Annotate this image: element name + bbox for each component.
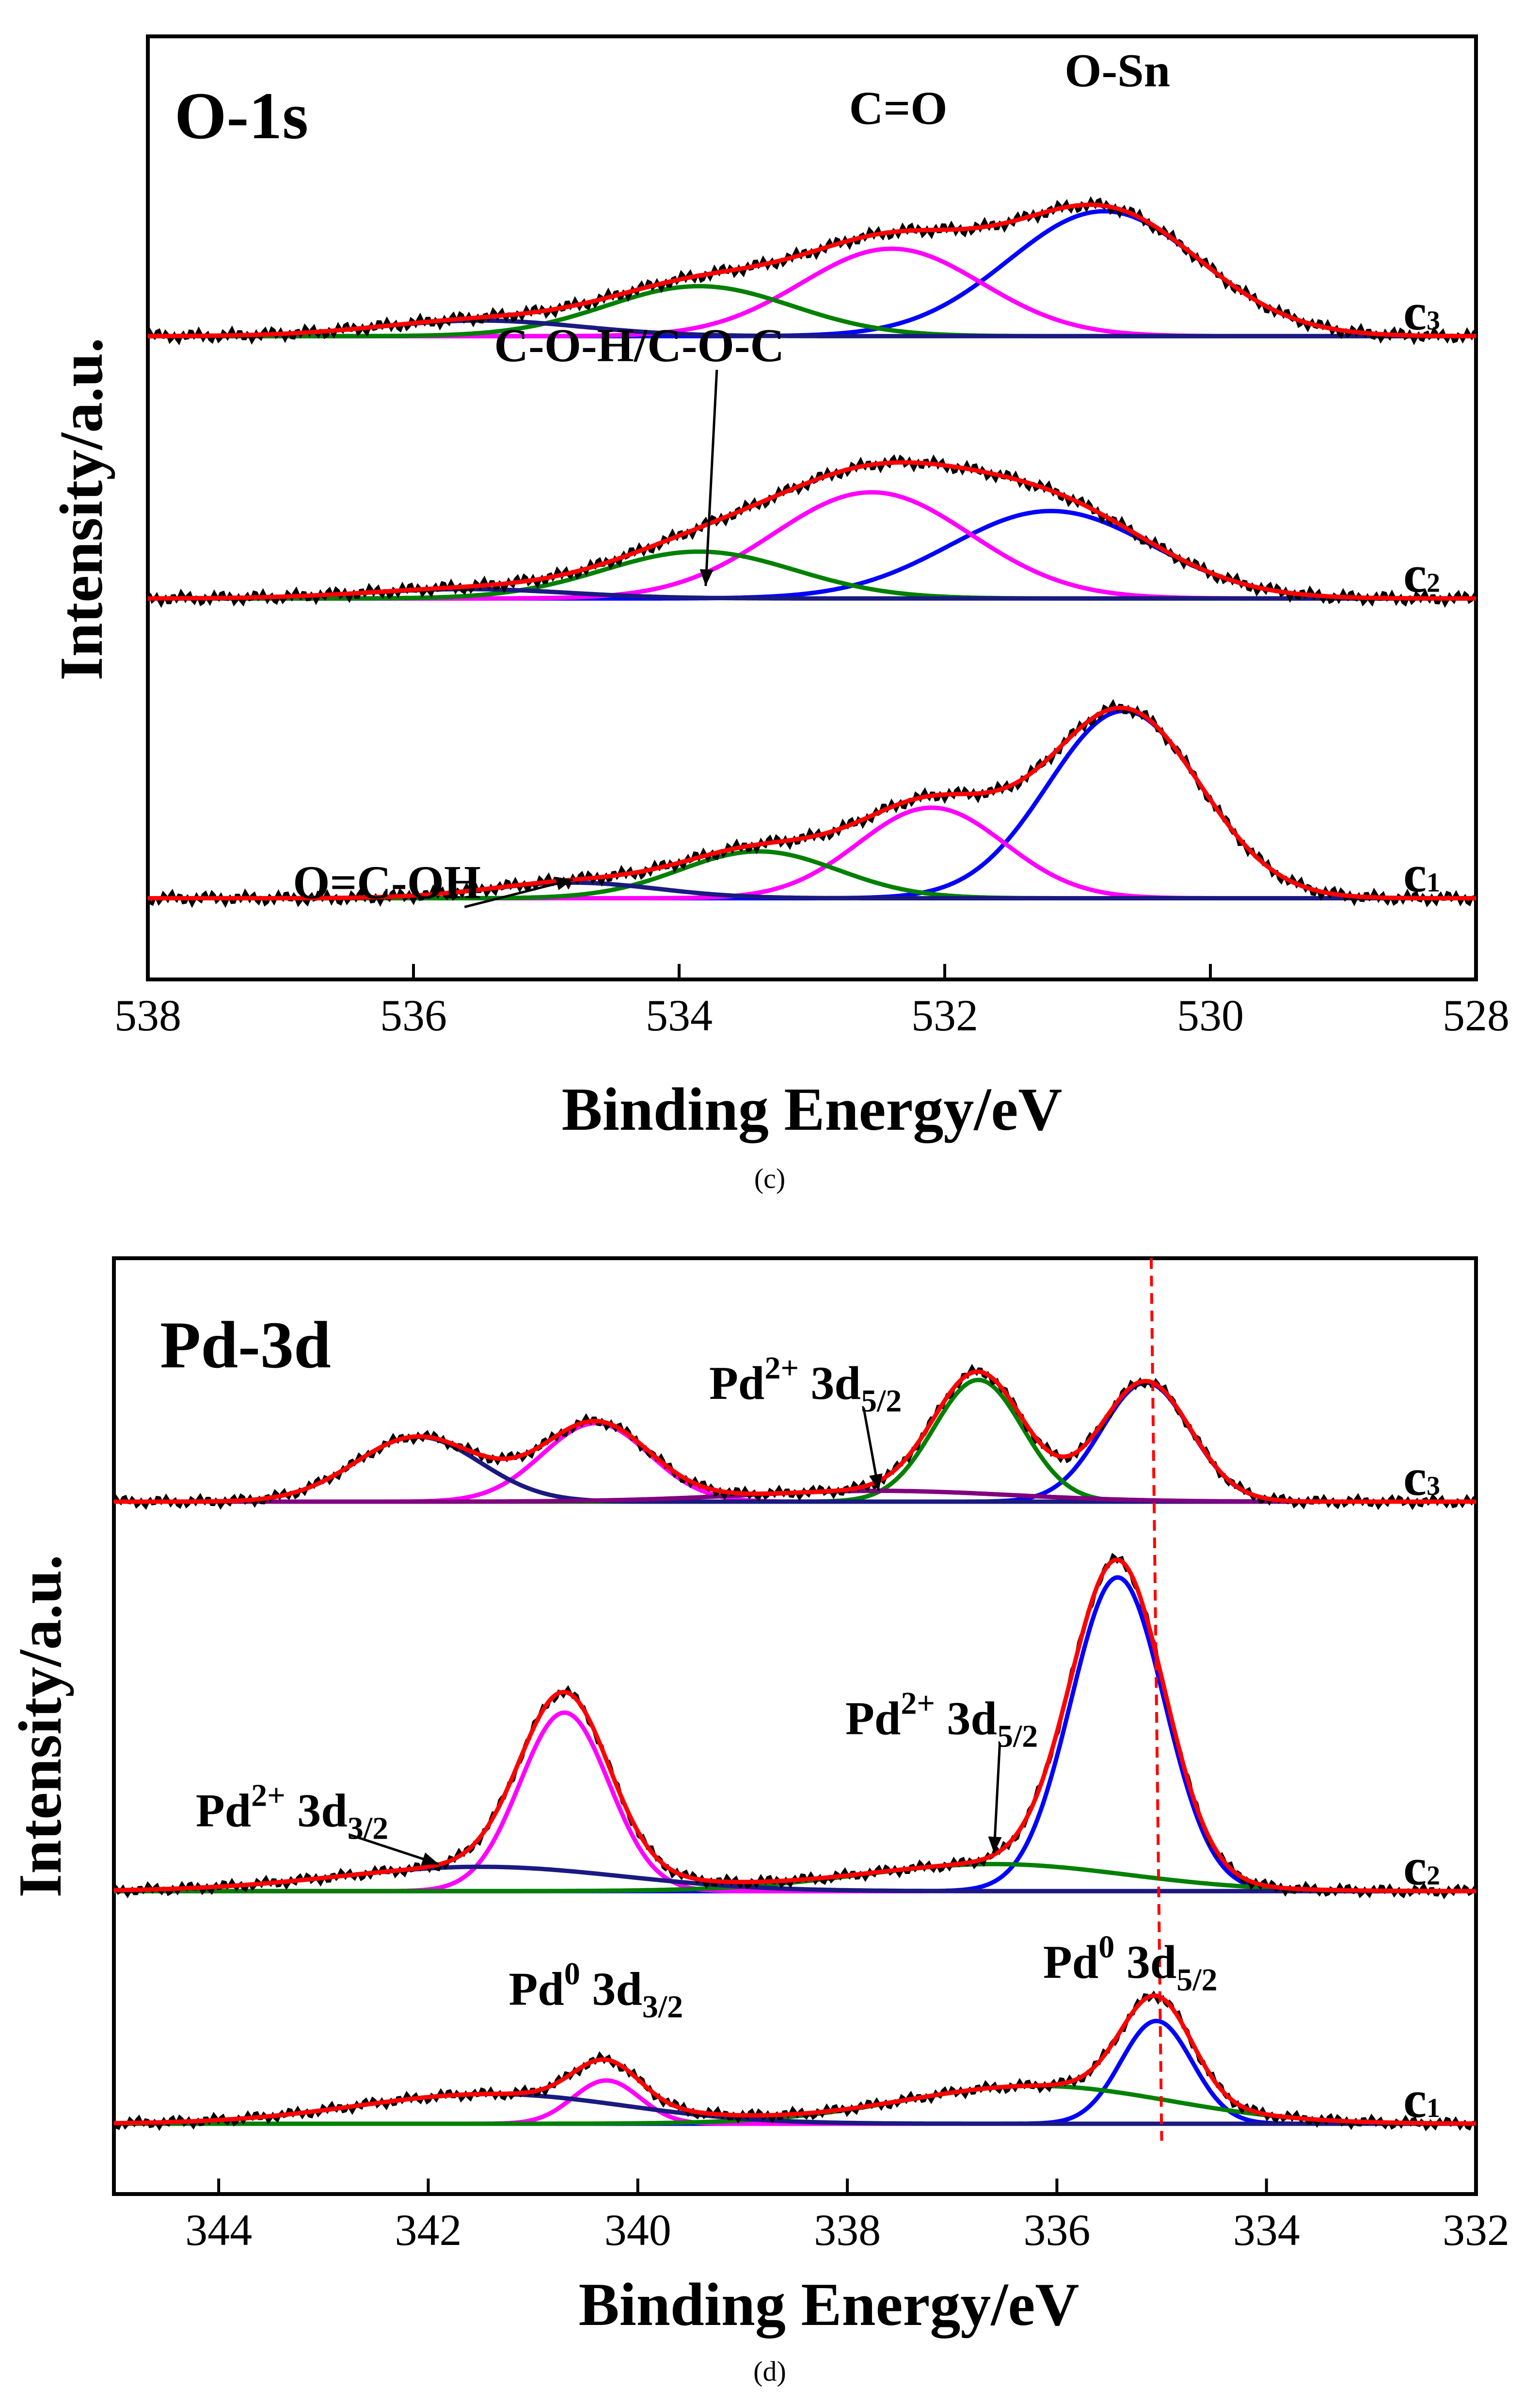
annotation: Pd2+ 3d3/2 [196,1778,388,1846]
panel-pd3d: 344 342 340 338 336 334 332 Pd2+ 3d5/2 Pd2+ 3d3… [7,1256,1509,2387]
curves-pd3d [112,1258,1478,2141]
raw-spectrum [112,1553,1477,1900]
fitted-envelope [114,1993,1476,2126]
x-tick-label: 334 [1233,2205,1300,2255]
trace-label: c1 [1403,846,1440,903]
component-c-o [148,490,1476,601]
annotation: Pd2+ 3d5/2 [709,1350,902,1419]
raw-spectrum [112,1990,1478,2132]
annotation-arrowhead [869,1473,883,1491]
trace-c3 [146,196,1477,346]
annotation: C-O-H/C-O-C [494,320,784,372]
panel-title: Pd-3d [160,1308,331,1382]
trace-c2 [146,454,1478,608]
trace-label: c3 [1403,283,1440,341]
x-tick-label: 344 [185,2205,252,2255]
x-tick-label: 530 [1177,991,1244,1040]
fitted-envelope [148,202,1476,338]
component-pd2-3d5-2 [114,2083,1476,2126]
plot-frame [146,34,1478,981]
annotations-o1s: C=O O-Sn C-O-H/C-O-C O=C-OH [293,45,1170,909]
y-axis-label: Intensity/a.u. [48,337,115,680]
annotation: C=O [849,82,948,134]
x-tick-label: 340 [604,2205,671,2255]
component-pd0-3d5-2 [114,2019,1476,2126]
x-tick-label: 536 [380,991,447,1040]
annotation-arrow [993,1743,1001,1854]
x-tick-label: 538 [114,991,181,1040]
curves-o1s [146,196,1478,908]
x-ticks-pd3d: 344 342 340 338 336 334 332 [185,2179,1509,2255]
annotations-pd3d: Pd2+ 3d5/2 Pd2+ 3d3/2 Pd2+ 3d5/2 Pd0 3d3/2 P… [196,1350,1218,2024]
annotation-arrowhead [699,569,714,586]
x-tick-label: 342 [395,2205,461,2255]
annotation: Pd0 3d5/2 [1043,1929,1218,1998]
trace-labels-o1s: c3 c2 c1 [1403,283,1440,903]
panel-caption: (c) [754,1163,785,1194]
trace-c2 [112,1553,1477,1900]
x-tick-label: 534 [646,991,713,1040]
annotation-arrowhead [988,1836,1002,1854]
trace-label: c2 [1403,1838,1440,1896]
plot-frame [112,1256,1478,2196]
fitted-envelope [114,1557,1476,1893]
annotation-arrow [704,369,718,586]
reference-line [1149,1258,1163,2141]
panel-o1s: 538 536 534 532 530 528 C=O O-Sn C-O-H/C-O-C O=C… [48,34,1509,1194]
trace-label: c2 [1403,545,1440,603]
annotation: O=C-OH [293,857,481,909]
annotation-arrow [464,878,573,908]
y-axis-label: Intensity/a.u. [7,1555,74,1897]
x-tick-label: 332 [1443,2205,1509,2255]
annotation-arrowhead [555,877,573,890]
trace-c1 [112,1990,1478,2132]
trace-labels-pd3d: c3 c2 c1 [1403,1449,1440,2129]
annotation: Pd2+ 3d5/2 [845,1686,1038,1754]
x-tick-label: 528 [1443,991,1509,1040]
raw-spectrum [146,196,1477,346]
panel-caption: (d) [753,2356,786,2387]
fitted-envelope [148,460,1476,601]
fitted-envelope [114,1369,1476,1504]
fitted-envelope [148,705,1476,900]
x-tick-label: 338 [814,2205,881,2255]
annotation-arrowhead [421,1852,439,1866]
trace-label: c1 [1403,2071,1440,2129]
x-ticks-o1s: 538 536 534 532 530 528 [114,964,1509,1040]
x-axis-label: Binding Energy/eV [562,1076,1063,1143]
x-tick-label: 532 [911,991,978,1040]
panel-title: O-1s [175,79,308,153]
x-tick-label: 336 [1023,2205,1090,2255]
x-axis-label: Binding Energy/eV [579,2271,1080,2339]
trace-label: c3 [1403,1449,1440,1507]
annotation: O-Sn [1064,45,1170,97]
component-o-sn [148,209,1476,338]
component-pd0-3d5-2 [114,1575,1476,1893]
trace-c1 [146,699,1478,908]
annotation: Pd0 3d3/2 [508,1956,683,2025]
trace-c3 [112,1363,1477,1510]
